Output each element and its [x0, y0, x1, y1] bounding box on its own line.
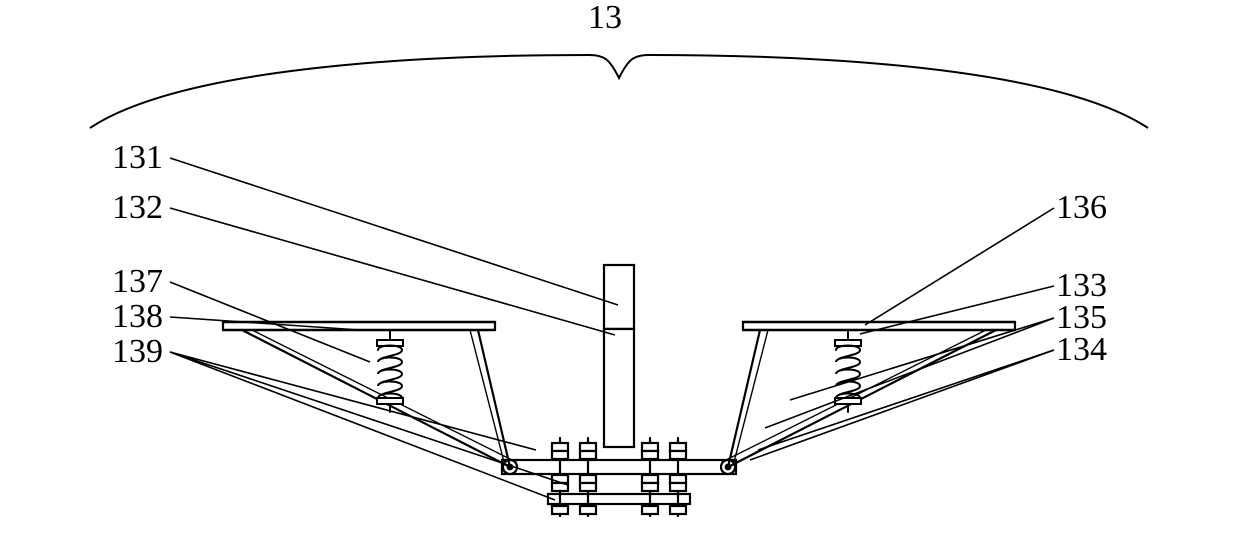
label-131: 131	[112, 139, 163, 176]
bracket-label: 13	[588, 0, 622, 36]
label-136: 136	[1056, 189, 1107, 226]
leader-136	[865, 208, 1054, 325]
leader-135	[765, 318, 1054, 428]
leader-131	[170, 158, 618, 305]
leader-134	[750, 350, 1054, 460]
label-134: 134	[1056, 331, 1107, 368]
top-bracket-group: 13	[90, 0, 1148, 128]
left-assembly	[223, 322, 517, 474]
leader-138	[170, 317, 360, 330]
right-assembly	[721, 322, 1015, 474]
top-bracket	[90, 55, 1148, 128]
leader-132	[170, 208, 615, 335]
right-strut-inner	[728, 330, 760, 467]
label-132: 132	[112, 189, 163, 226]
label-139: 139	[112, 333, 163, 370]
leader-139	[170, 352, 536, 450]
mechanism	[223, 265, 1015, 516]
crossbar-assembly	[502, 438, 736, 516]
left-spring	[377, 330, 403, 412]
left-strut-inner	[478, 330, 510, 467]
figure-canvas: 13	[0, 0, 1240, 538]
label-137: 137	[112, 263, 163, 300]
label-138: 138	[112, 298, 163, 335]
central-post	[604, 265, 634, 447]
leader-139	[170, 352, 555, 500]
leader-134	[758, 350, 1054, 450]
leader-139	[170, 352, 568, 485]
